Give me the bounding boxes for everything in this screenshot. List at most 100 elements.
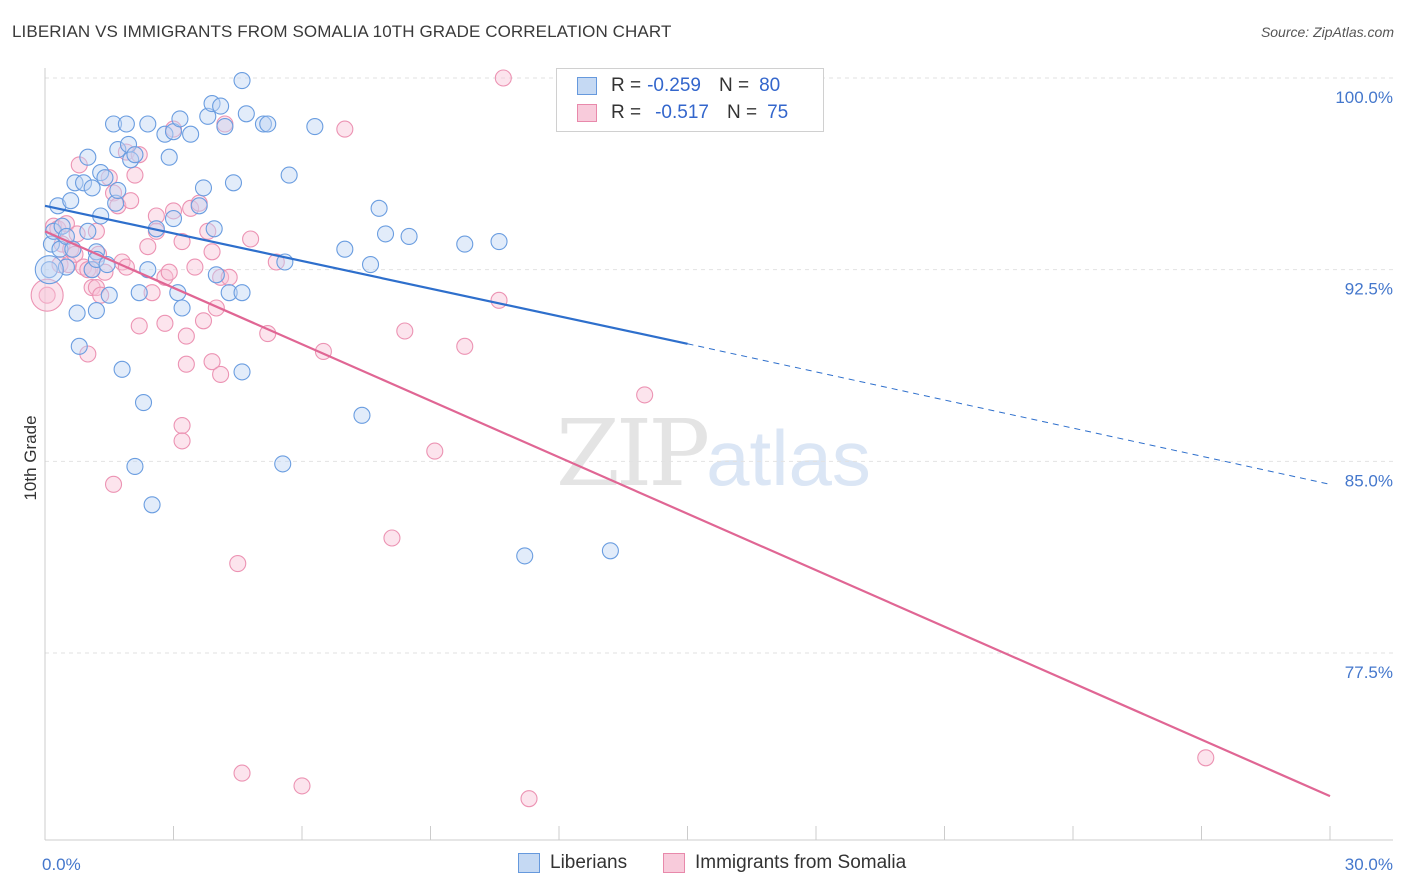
point-liberians xyxy=(216,118,234,136)
x-tick-label: 30.0% xyxy=(1345,855,1393,874)
point-liberians xyxy=(171,110,189,128)
legend-label-liberians: Liberians xyxy=(550,852,628,873)
point-somalia xyxy=(396,322,414,340)
point-liberians xyxy=(109,181,127,199)
point-liberians xyxy=(57,258,75,276)
trend-line-liberians xyxy=(44,204,688,345)
point-liberians xyxy=(113,360,131,378)
point-liberians xyxy=(306,118,324,136)
series-somalia-points xyxy=(30,69,1215,808)
point-liberians xyxy=(87,302,105,320)
point-liberians xyxy=(254,115,273,133)
point-somalia xyxy=(139,238,157,256)
point-liberians xyxy=(190,197,208,215)
point-liberians xyxy=(75,174,93,192)
point-liberians xyxy=(353,406,371,424)
point-liberians xyxy=(194,179,213,197)
point-liberians xyxy=(100,286,118,304)
point-somalia xyxy=(242,230,260,248)
point-somalia xyxy=(383,529,401,547)
point-somalia xyxy=(293,777,311,795)
axes xyxy=(44,68,1393,841)
point-liberians xyxy=(160,148,178,166)
point-somalia xyxy=(156,314,174,332)
point-somalia xyxy=(233,764,251,782)
legend-r-label: R = xyxy=(611,102,642,123)
point-liberians xyxy=(199,107,217,125)
point-somalia xyxy=(130,146,148,164)
series-liberians-points xyxy=(34,72,619,565)
point-liberians xyxy=(83,179,101,197)
point-liberians xyxy=(233,72,251,90)
point-liberians xyxy=(126,457,144,475)
point-somalia xyxy=(104,475,123,493)
point-liberians xyxy=(79,148,97,166)
point-liberians xyxy=(109,141,127,159)
point-liberians xyxy=(336,240,354,258)
point-liberians xyxy=(259,115,277,133)
series-legend: Liberians Immigrants from Somalia xyxy=(0,852,1406,878)
point-liberians xyxy=(205,220,223,238)
point-somalia xyxy=(267,253,285,271)
legend-r-label: R = xyxy=(611,75,642,96)
legend-swatch-blue xyxy=(577,77,597,95)
point-liberians xyxy=(490,233,508,251)
y-tick-label: 77.5% xyxy=(1345,663,1393,682)
point-liberians xyxy=(376,225,395,243)
point-liberians xyxy=(117,115,135,133)
legend-n-value: 80 xyxy=(759,75,781,96)
legend-r-value: -0.259 xyxy=(647,75,701,96)
point-somalia xyxy=(520,790,538,808)
point-somalia xyxy=(212,365,230,383)
point-liberians xyxy=(143,496,161,514)
point-somalia xyxy=(203,243,221,261)
y-tick-label: 100.0% xyxy=(1335,88,1393,107)
legend-row-liberians: R = -0.259 N = 80 xyxy=(577,75,780,97)
legend-label-somalia: Immigrants from Somalia xyxy=(695,852,907,873)
legend-n-value: 75 xyxy=(767,102,789,123)
point-somalia xyxy=(173,233,191,251)
point-liberians xyxy=(104,115,123,133)
point-liberians xyxy=(212,97,230,115)
x-tick-label: 0.0% xyxy=(42,855,81,874)
point-somalia xyxy=(186,258,204,276)
point-liberians xyxy=(274,455,292,473)
point-liberians xyxy=(83,261,101,279)
chart-title: LIBERIAN VS IMMIGRANTS FROM SOMALIA 10TH… xyxy=(12,22,672,41)
point-liberians xyxy=(126,146,144,164)
correlation-legend: R = -0.259 N = 80 R = -0.517 N = 75 xyxy=(556,68,824,132)
legend-item-liberians[interactable]: Liberians xyxy=(518,852,627,874)
point-somalia xyxy=(173,432,191,450)
point-liberians xyxy=(224,174,243,192)
point-liberians xyxy=(237,105,255,123)
point-somalia xyxy=(122,192,140,210)
point-somalia xyxy=(38,286,56,304)
legend-swatch-pink xyxy=(577,104,597,122)
legend-item-somalia[interactable]: Immigrants from Somalia xyxy=(663,852,906,874)
point-liberians xyxy=(601,542,619,560)
point-somalia xyxy=(426,442,444,460)
point-somalia xyxy=(177,327,195,345)
point-somalia xyxy=(177,355,195,373)
point-liberians xyxy=(42,235,60,253)
point-liberians xyxy=(40,261,58,279)
point-somalia xyxy=(143,284,161,302)
point-somalia xyxy=(126,166,144,184)
point-liberians xyxy=(66,174,84,192)
point-somalia xyxy=(147,207,165,225)
point-liberians xyxy=(70,337,88,355)
legend-n-label: N = xyxy=(726,102,758,123)
point-somalia xyxy=(109,197,127,215)
point-somalia xyxy=(490,291,508,309)
chart-source: Source: ZipAtlas.com xyxy=(1260,24,1394,40)
point-somalia xyxy=(229,555,247,573)
point-liberians xyxy=(107,194,125,212)
point-liberians xyxy=(516,547,534,565)
point-liberians xyxy=(173,299,191,317)
point-somalia xyxy=(173,417,191,435)
point-somalia xyxy=(336,120,354,138)
legend-r-value: -0.517 xyxy=(655,102,709,123)
point-somalia-large xyxy=(30,278,64,312)
point-somalia xyxy=(220,268,238,286)
